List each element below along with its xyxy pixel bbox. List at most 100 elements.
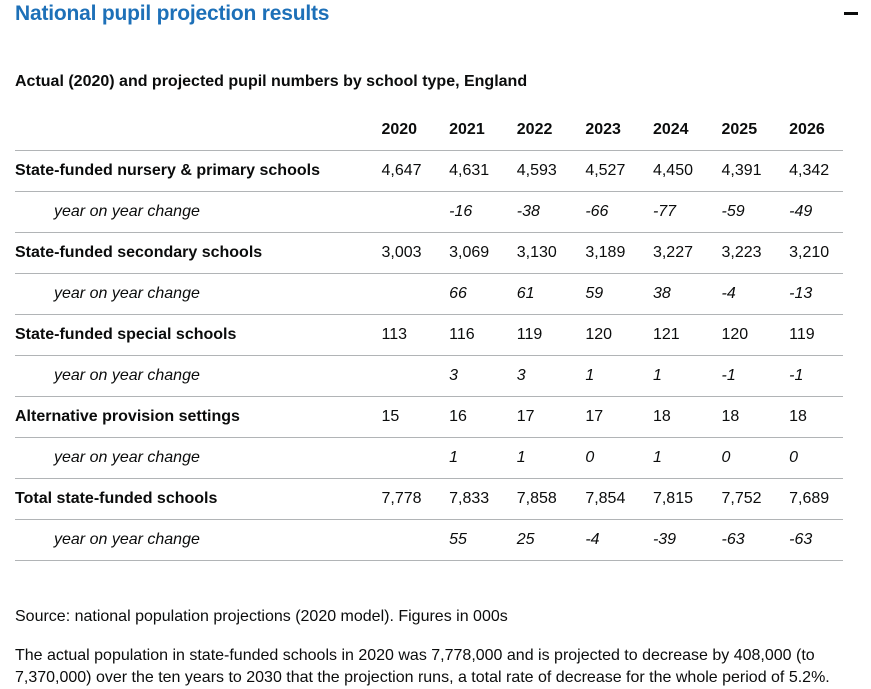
table-row: Total state-funded schools 7,778 7,833 7…	[15, 478, 843, 520]
table-row: State-funded special schools 113 116 119…	[15, 314, 843, 356]
change-cell: -39	[652, 519, 722, 561]
change-cell	[381, 355, 450, 397]
value-cell: 116	[449, 314, 517, 356]
change-row: year on year change 3 3 1 1 -1 -1	[15, 355, 843, 397]
change-cell: -49	[789, 191, 843, 233]
section-title[interactable]: National pupil projection results	[15, 2, 330, 25]
year-header: 2026	[789, 110, 843, 151]
header-label-cell	[15, 110, 382, 151]
table-row: State-funded nursery & primary schools 4…	[15, 150, 843, 192]
value-cell: 7,752	[721, 478, 790, 520]
value-cell: 3,223	[721, 232, 790, 274]
change-label: year on year change	[15, 437, 382, 479]
change-cell: 3	[449, 355, 517, 397]
value-cell: 18	[721, 396, 790, 438]
value-cell: 3,227	[652, 232, 722, 274]
row-label: Total state-funded schools	[15, 478, 382, 520]
summary-text: The actual population in state-funded sc…	[15, 647, 830, 686]
value-cell: 4,631	[449, 150, 517, 192]
minus-icon[interactable]	[843, 6, 859, 22]
value-cell: 7,833	[449, 478, 517, 520]
change-cell: -63	[721, 519, 790, 561]
value-cell: 7,689	[789, 478, 843, 520]
change-row: year on year change 66 61 59 38 -4 -13	[15, 273, 843, 315]
year-header: 2025	[721, 110, 790, 151]
value-cell: 17	[516, 396, 586, 438]
value-cell: 3,003	[381, 232, 450, 274]
value-cell: 17	[585, 396, 653, 438]
change-cell: 1	[516, 437, 586, 479]
change-cell: 1	[585, 355, 653, 397]
change-cell: -38	[516, 191, 586, 233]
change-cell: 0	[721, 437, 790, 479]
change-cell: -1	[721, 355, 790, 397]
year-header: 2021	[449, 110, 517, 151]
value-cell: 3,210	[789, 232, 843, 274]
value-cell: 18	[789, 396, 843, 438]
change-cell: -13	[789, 273, 843, 315]
value-cell: 7,854	[585, 478, 653, 520]
row-label: Alternative provision settings	[15, 396, 382, 438]
year-header: 2024	[652, 110, 722, 151]
table-row: Alternative provision settings 15 16 17 …	[15, 396, 843, 438]
value-cell: 7,778	[381, 478, 450, 520]
change-cell: 0	[789, 437, 843, 479]
change-cell: 55	[449, 519, 517, 561]
year-header: 2022	[516, 110, 586, 151]
change-cell: -4	[721, 273, 790, 315]
value-cell: 7,858	[516, 478, 586, 520]
value-cell: 3,069	[449, 232, 517, 274]
year-header: 2023	[585, 110, 653, 151]
change-label: year on year change	[15, 273, 382, 315]
change-row: year on year change -16 -38 -66 -77 -59 …	[15, 191, 843, 233]
row-label: State-funded special schools	[15, 314, 382, 356]
value-cell: 4,647	[381, 150, 450, 192]
header-row: 2020 2021 2022 2023 2024 2025 2026	[15, 110, 843, 151]
section-header[interactable]: National pupil projection results	[15, 0, 865, 30]
value-cell: 4,593	[516, 150, 586, 192]
value-cell: 121	[652, 314, 722, 356]
change-row: year on year change 55 25 -4 -39 -63 -63	[15, 519, 843, 561]
change-cell: 3	[516, 355, 586, 397]
row-label: State-funded nursery & primary schools	[15, 150, 382, 192]
change-cell: 38	[652, 273, 722, 315]
value-cell: 119	[516, 314, 586, 356]
change-cell: 66	[449, 273, 517, 315]
table-caption: Actual (2020) and projected pupil number…	[15, 73, 528, 90]
value-cell: 7,815	[652, 478, 722, 520]
table-row: State-funded secondary schools 3,003 3,0…	[15, 232, 843, 274]
change-cell: 0	[585, 437, 653, 479]
value-cell: 18	[652, 396, 722, 438]
value-cell: 4,342	[789, 150, 843, 192]
change-cell: -4	[585, 519, 653, 561]
source-note: Source: national population projections …	[15, 608, 508, 625]
value-cell: 4,527	[585, 150, 653, 192]
value-cell: 119	[789, 314, 843, 356]
change-cell	[381, 273, 450, 315]
change-cell: -16	[449, 191, 517, 233]
change-cell: 61	[516, 273, 586, 315]
change-cell: -63	[789, 519, 843, 561]
change-cell: 1	[652, 437, 722, 479]
change-cell: 1	[449, 437, 517, 479]
change-label: year on year change	[15, 355, 382, 397]
change-cell: -59	[721, 191, 790, 233]
value-cell: 16	[449, 396, 517, 438]
change-cell: 59	[585, 273, 653, 315]
value-cell: 4,391	[721, 150, 790, 192]
change-row: year on year change 1 1 0 1 0 0	[15, 437, 843, 479]
year-header: 2020	[381, 110, 450, 151]
value-cell: 113	[381, 314, 450, 356]
value-cell: 120	[721, 314, 790, 356]
value-cell: 4,450	[652, 150, 722, 192]
value-cell: 3,130	[516, 232, 586, 274]
change-label: year on year change	[15, 191, 382, 233]
value-cell: 15	[381, 396, 450, 438]
change-cell: -66	[585, 191, 653, 233]
change-label: year on year change	[15, 519, 382, 561]
value-cell: 120	[585, 314, 653, 356]
row-label: State-funded secondary schools	[15, 232, 382, 274]
change-cell	[381, 191, 450, 233]
change-cell	[381, 437, 450, 479]
